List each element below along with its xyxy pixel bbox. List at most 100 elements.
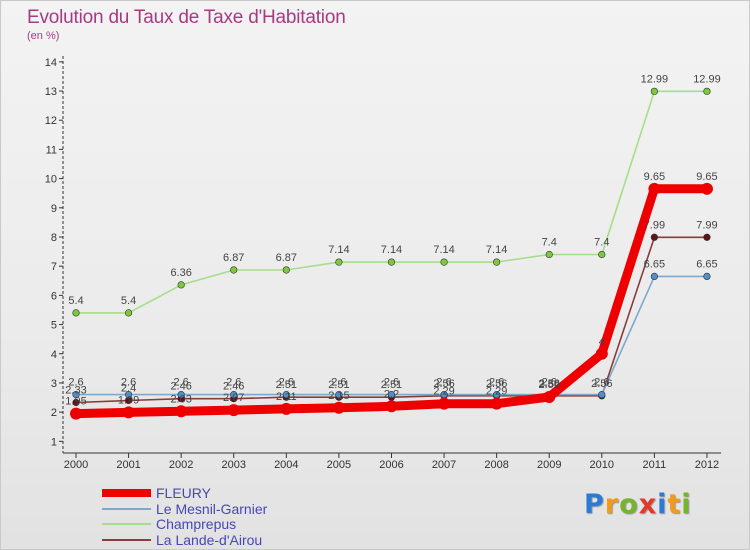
data-point bbox=[177, 281, 185, 289]
data-point bbox=[70, 407, 82, 420]
y-tick-label: 14 bbox=[45, 57, 57, 69]
chart-subtitle: (en %) bbox=[27, 30, 60, 42]
y-tick-label: 9 bbox=[51, 203, 57, 215]
y-tick-label: 3 bbox=[51, 378, 57, 390]
data-label: 2.11 bbox=[276, 391, 297, 403]
data-point bbox=[543, 390, 556, 403]
data-point bbox=[124, 309, 133, 317]
legend-label: FLEURY bbox=[156, 485, 212, 501]
data-label: 2.51 bbox=[276, 379, 297, 391]
data-label: 4 bbox=[599, 336, 605, 348]
data-label: 2.29 bbox=[433, 386, 454, 398]
data-label: 2.6 bbox=[384, 377, 399, 389]
data-label: 2.51 bbox=[381, 379, 402, 391]
x-tick-label: 2000 bbox=[64, 459, 88, 471]
legend-label: Champrepus bbox=[156, 516, 236, 532]
y-tick-label: 13 bbox=[45, 86, 57, 98]
data-label: 2.6 bbox=[489, 377, 504, 389]
data-label: 9.65 bbox=[696, 171, 717, 183]
data-label: 2.2 bbox=[384, 388, 399, 400]
data-label: 6.65 bbox=[696, 258, 717, 270]
data-label: 2.51 bbox=[328, 379, 349, 391]
data-point bbox=[177, 391, 185, 399]
data-point bbox=[175, 405, 188, 418]
data-label: 2.03 bbox=[170, 393, 191, 405]
data-label: 2.6 bbox=[436, 377, 451, 389]
x-tick-label: 2001 bbox=[116, 459, 140, 471]
y-tick-label: 12 bbox=[45, 115, 57, 127]
data-point bbox=[493, 258, 501, 266]
data-label: 2.07 bbox=[223, 392, 244, 404]
data-label: 7.99 bbox=[696, 219, 717, 231]
data-label: 2.29 bbox=[486, 386, 507, 398]
data-point bbox=[230, 266, 238, 274]
data-label: 2.6 bbox=[542, 377, 557, 389]
data-point bbox=[703, 233, 711, 241]
series-line-champrepus bbox=[75, 90, 708, 314]
data-label: 6.87 bbox=[223, 252, 244, 264]
y-tick-label: 7 bbox=[51, 261, 57, 273]
logo-letter: o bbox=[619, 489, 639, 520]
data-label: 12.99 bbox=[693, 73, 721, 85]
chart-title: Evolution du Taux de Taxe d'Habitation bbox=[27, 7, 346, 28]
data-label: 6.36 bbox=[170, 267, 191, 279]
data-point bbox=[700, 182, 713, 195]
y-tick-label: 4 bbox=[51, 349, 57, 361]
data-point bbox=[650, 233, 658, 241]
data-label: 2.15 bbox=[328, 390, 349, 402]
x-tick-label: 2004 bbox=[274, 459, 298, 471]
data-point bbox=[72, 391, 80, 399]
logo-letter: P bbox=[584, 489, 605, 520]
x-tick-label: 2003 bbox=[221, 459, 245, 471]
y-tick-label: 10 bbox=[45, 174, 57, 186]
data-label: 2.52 bbox=[539, 379, 560, 391]
data-label: 5.4 bbox=[121, 295, 136, 307]
data-point bbox=[332, 401, 345, 414]
data-point bbox=[438, 397, 451, 410]
data-label: 2.46 bbox=[170, 381, 191, 393]
data-point bbox=[703, 87, 711, 95]
data-point bbox=[595, 347, 608, 360]
data-label: 7.99 bbox=[644, 219, 665, 231]
data-label: 2.56 bbox=[591, 378, 612, 390]
legend-label: Le Mesnil-Garnier bbox=[156, 501, 268, 517]
data-label: 7.4 bbox=[542, 237, 557, 249]
data-point bbox=[440, 258, 448, 266]
data-point bbox=[227, 404, 240, 417]
data-label: 2.6 bbox=[68, 377, 83, 389]
data-label: 9.65 bbox=[644, 171, 665, 183]
data-point bbox=[490, 397, 503, 410]
data-label: 2.56 bbox=[539, 378, 560, 390]
data-label: 7.14 bbox=[381, 244, 402, 256]
data-label: 2.6 bbox=[226, 377, 241, 389]
data-point bbox=[648, 182, 661, 195]
y-tick-label: 6 bbox=[51, 290, 57, 302]
data-label: 6.65 bbox=[644, 258, 665, 270]
data-label: 7.14 bbox=[328, 244, 349, 256]
data-point bbox=[72, 309, 80, 317]
data-point bbox=[335, 258, 343, 266]
data-label: 7.14 bbox=[486, 244, 507, 256]
data-label: 2.6 bbox=[279, 377, 294, 389]
data-point bbox=[703, 272, 711, 280]
x-tick-label: 2002 bbox=[169, 459, 193, 471]
data-point bbox=[650, 272, 658, 280]
x-tick-label: 2006 bbox=[379, 459, 403, 471]
logo-letter: r bbox=[604, 489, 620, 520]
x-tick-label: 2008 bbox=[484, 459, 508, 471]
data-point bbox=[385, 400, 398, 413]
data-label: 2.6 bbox=[331, 377, 346, 389]
y-tick-label: 1 bbox=[51, 436, 57, 448]
data-label: 7.4 bbox=[594, 237, 609, 249]
data-label: 7.14 bbox=[433, 244, 454, 256]
data-point bbox=[280, 402, 293, 415]
y-tick-label: 8 bbox=[51, 232, 57, 244]
logo-letter: i bbox=[681, 489, 692, 520]
data-label: 2.6 bbox=[121, 377, 136, 389]
x-tick-label: 2011 bbox=[643, 459, 667, 471]
data-label: 6.87 bbox=[276, 252, 297, 264]
data-point bbox=[335, 391, 343, 399]
x-tick-label: 2010 bbox=[590, 459, 614, 471]
